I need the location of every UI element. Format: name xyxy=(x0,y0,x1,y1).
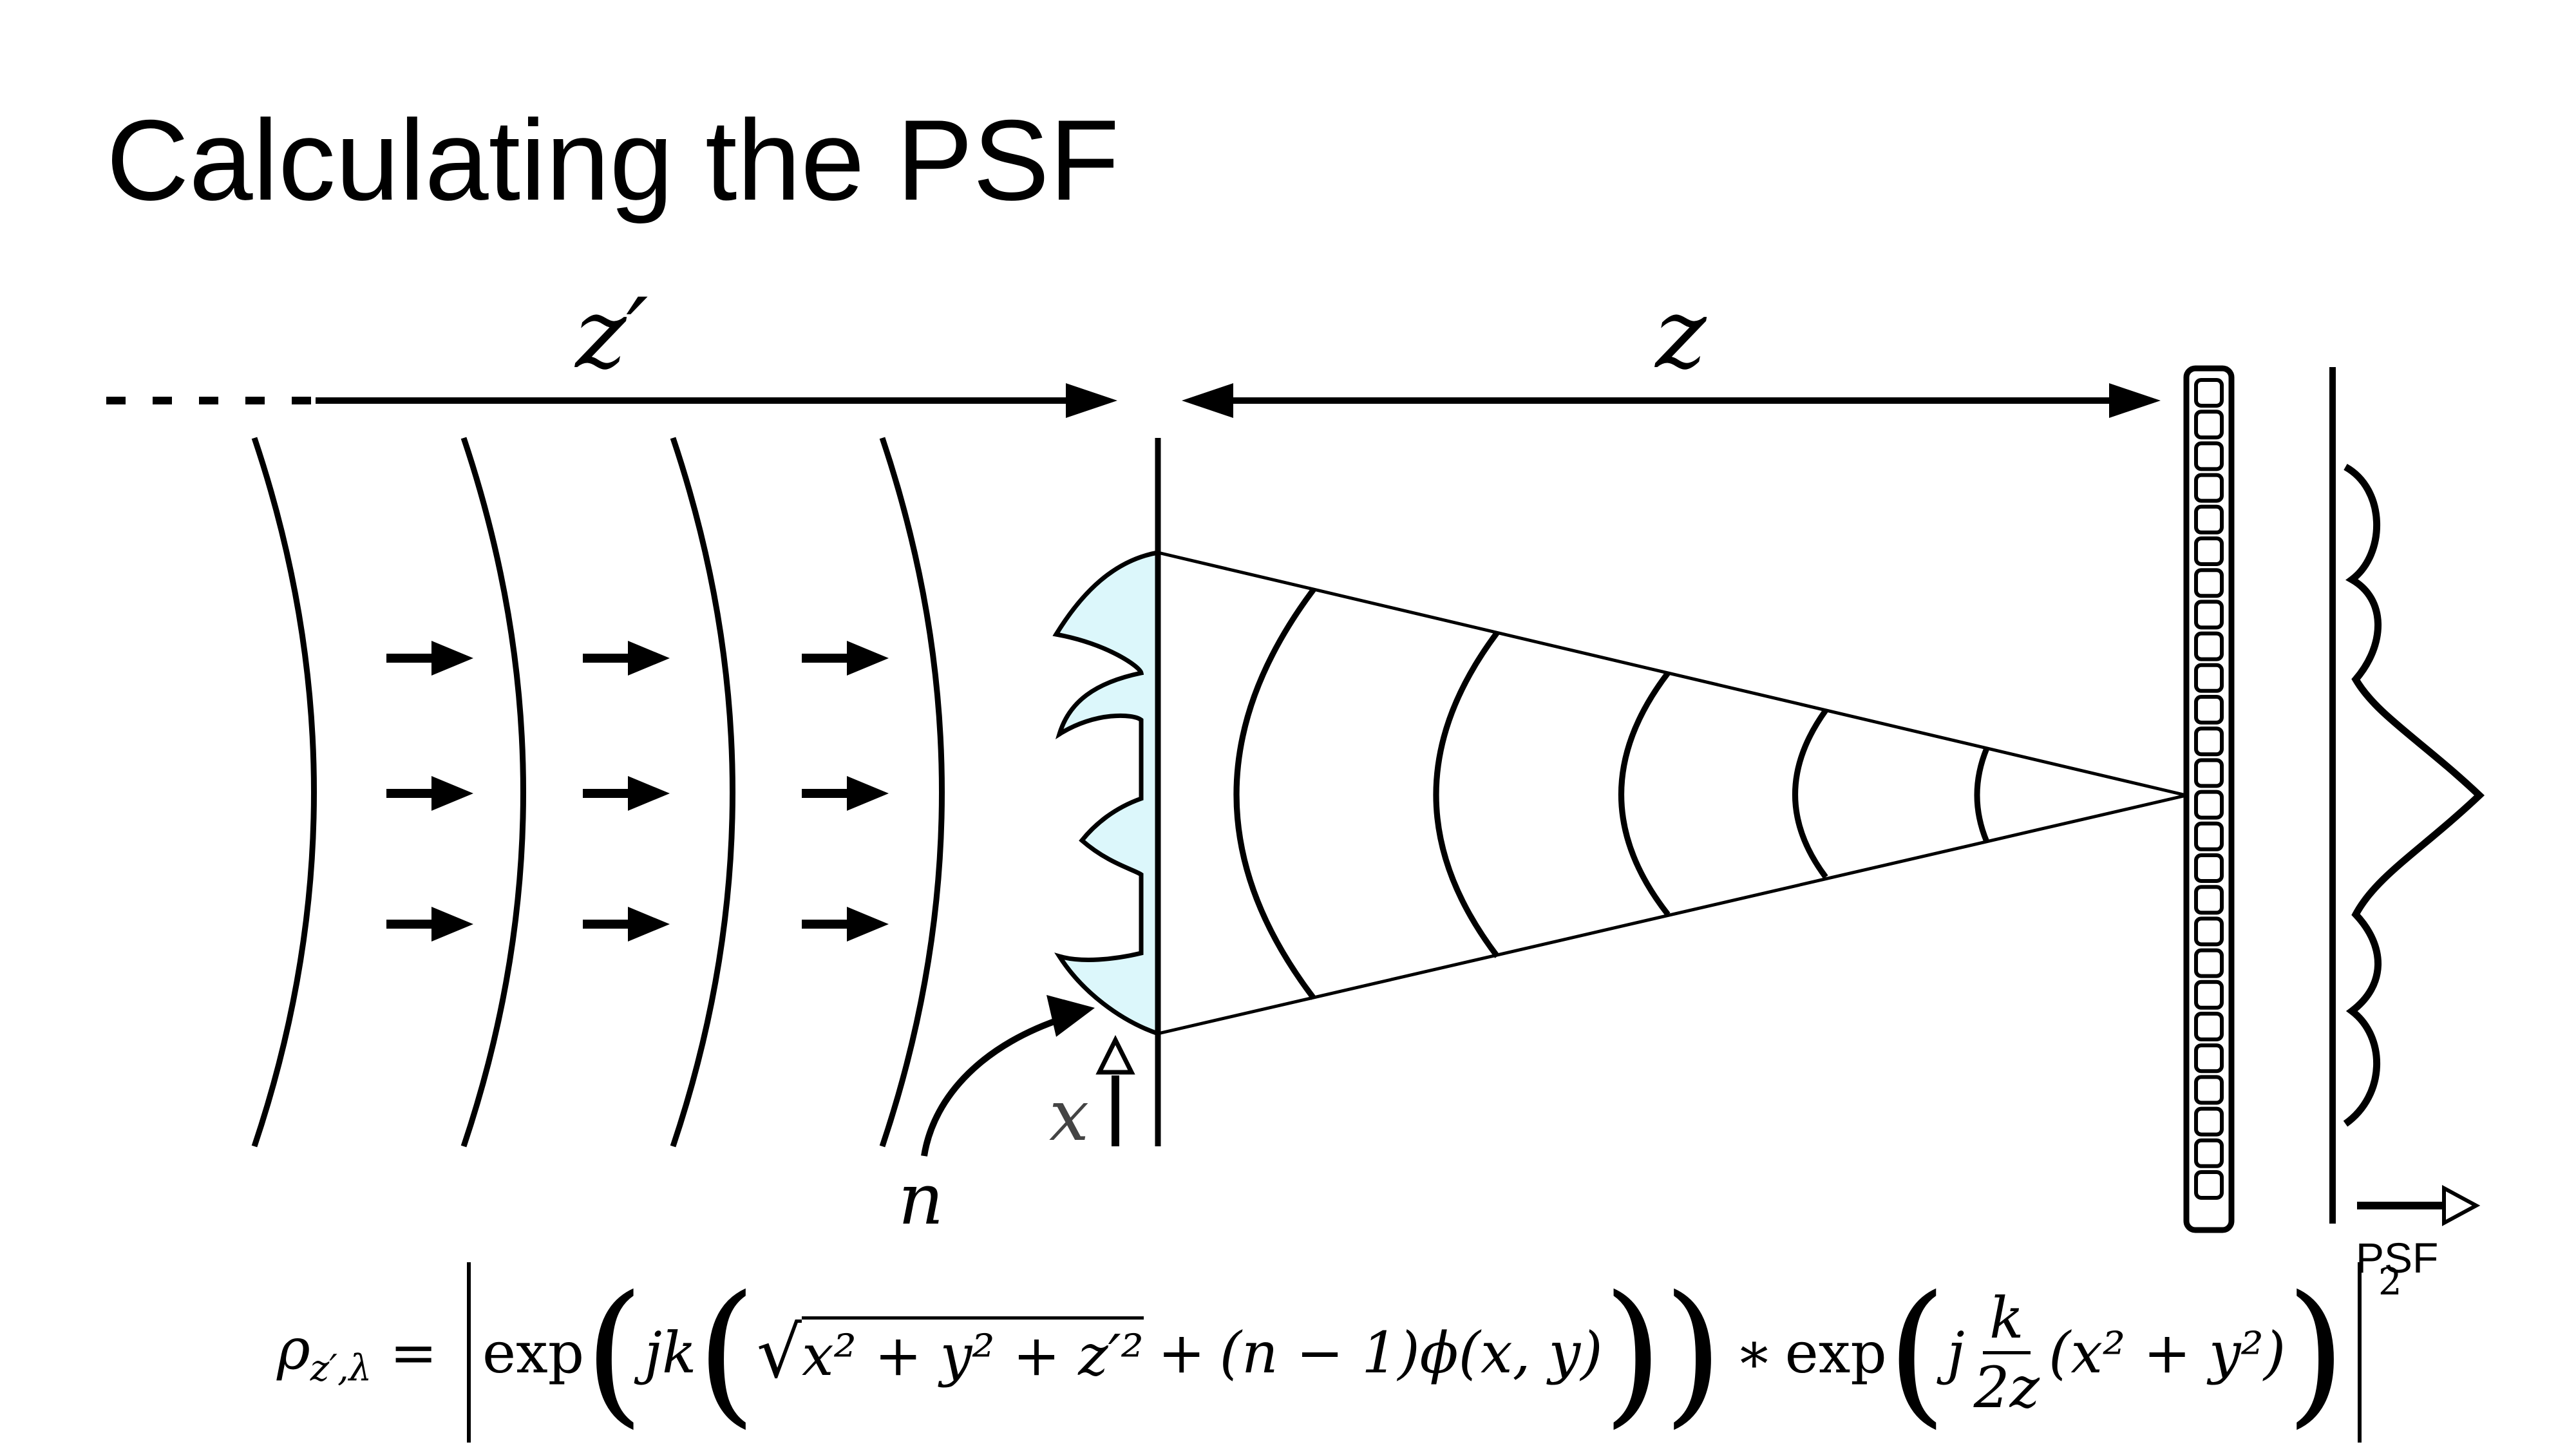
abs-bar-right xyxy=(2357,1262,2362,1443)
equation-equals: = xyxy=(390,1319,437,1386)
sensor-pixel xyxy=(2194,1138,2224,1168)
sensor-pixel xyxy=(2194,948,2224,978)
xy-term: (x² + y²) xyxy=(2049,1319,2286,1386)
sensor-pixel xyxy=(2194,758,2224,788)
sensor-pixel xyxy=(2194,1012,2224,1041)
arrow-icon xyxy=(583,776,670,811)
psf-label: PSF xyxy=(2356,1234,2439,1282)
sensor-pixel xyxy=(2194,631,2224,661)
paren-close: ) xyxy=(2286,1262,2346,1443)
sensor-pixel xyxy=(2194,821,2224,851)
sensor-pixel xyxy=(2194,885,2224,915)
phase-mask xyxy=(1052,549,1160,1037)
sensor-pixel xyxy=(2194,980,2224,1010)
arrow-icon xyxy=(583,907,670,942)
sensor-pixel xyxy=(2194,726,2224,757)
n-term: (n − 1)ϕ(x, y) xyxy=(1219,1319,1603,1386)
psf-equation: ρz′,λ = exp ( jk ( √ x² + y² + z′² + (n −… xyxy=(277,1259,2402,1446)
sensor-pixel xyxy=(2194,663,2224,693)
sensor-pixel xyxy=(2194,568,2224,598)
propagation-arrows xyxy=(386,641,889,942)
jk-term: jk xyxy=(644,1319,697,1386)
outer-power: 2 xyxy=(2378,1260,2402,1303)
z-label: z xyxy=(1654,278,1707,390)
arrow-icon xyxy=(583,641,670,676)
sensor-pixel xyxy=(2194,504,2224,535)
sensor-pixel xyxy=(2194,1106,2224,1137)
slide-title: Calculating the PSF xyxy=(106,96,1120,224)
arrow-icon xyxy=(802,641,889,676)
converging-wavefronts xyxy=(1233,587,1990,1000)
n-pointer xyxy=(921,995,1095,1157)
paren-open: ( xyxy=(696,1262,757,1443)
sensor-pixel xyxy=(2194,536,2224,566)
n-label: n xyxy=(898,1158,944,1240)
sensor-pixel xyxy=(2194,916,2224,947)
plus-sign: + xyxy=(1157,1319,1206,1386)
sensor-pixel xyxy=(2194,473,2224,503)
sensor-pixel xyxy=(2194,410,2224,440)
arrow-icon xyxy=(386,641,473,676)
arrow-icon xyxy=(802,907,889,942)
z-prime-label: z′ xyxy=(574,278,648,390)
sensor-pixel xyxy=(2194,1075,2224,1105)
sensor-pixel xyxy=(2194,695,2224,724)
sqrt-body: x² + y² + z′² xyxy=(802,1316,1144,1388)
exp-1: exp xyxy=(482,1319,585,1386)
x-label: x xyxy=(1049,1074,1089,1157)
sqrt-sign: √ xyxy=(756,1311,802,1394)
abs-bar-left xyxy=(466,1262,471,1443)
paren-open: ( xyxy=(1886,1262,1947,1443)
sensor-pixel xyxy=(2194,378,2224,408)
sensor-pixel xyxy=(2194,790,2224,820)
fraction-numerator: k xyxy=(1983,1285,2031,1354)
sensor xyxy=(2183,365,2235,1233)
sensor-pixel xyxy=(2194,441,2224,471)
j-term: j xyxy=(1947,1319,1965,1386)
paren-open: ( xyxy=(584,1262,645,1443)
convolution-sign: ∗ xyxy=(1734,1319,1774,1386)
paren-close: )) xyxy=(1602,1262,1723,1443)
psf-curve xyxy=(2343,464,2485,1127)
arrow-icon xyxy=(386,776,473,811)
sensor-pixel xyxy=(2194,1170,2224,1200)
sensor-pixel xyxy=(2194,600,2224,630)
arrow-icon xyxy=(386,907,473,942)
arrow-icon xyxy=(802,776,889,811)
fraction: k 2z xyxy=(1974,1285,2040,1421)
x-axis-arrow xyxy=(1095,1035,1135,1146)
z-arrow xyxy=(1182,383,2161,418)
psf-plot xyxy=(2329,367,2485,1227)
sensor-pixel xyxy=(2194,853,2224,883)
equation-lhs: ρz′,λ xyxy=(277,1315,372,1390)
converging-cone xyxy=(1157,551,2187,1036)
incoming-wavefronts xyxy=(251,437,945,1148)
sensor-pixel xyxy=(2194,1043,2224,1074)
sensor-pixels xyxy=(2194,378,2224,1200)
exp-2: exp xyxy=(1785,1319,1887,1386)
fraction-denominator: 2z xyxy=(1973,1354,2040,1421)
z-prime-arrow xyxy=(106,383,1117,418)
